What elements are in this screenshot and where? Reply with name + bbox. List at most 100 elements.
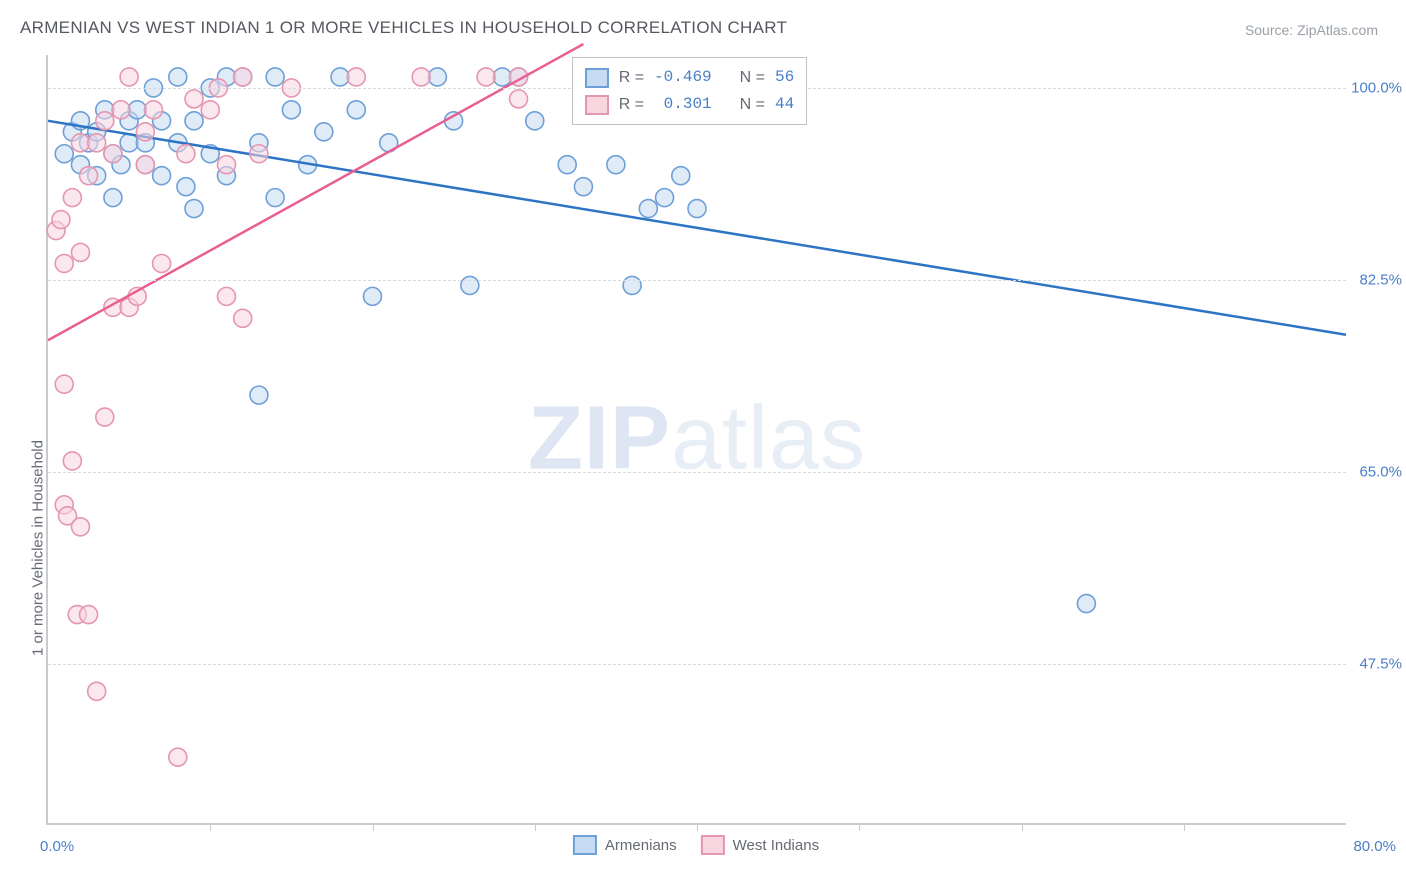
scatter-point	[282, 101, 300, 119]
scatter-point	[493, 68, 511, 86]
swatch-a	[585, 68, 609, 88]
scatter-point	[80, 606, 98, 624]
scatter-point	[104, 145, 122, 163]
scatter-point	[55, 254, 73, 272]
scatter-point	[574, 178, 592, 196]
x-tick	[210, 823, 211, 831]
scatter-point	[672, 167, 690, 185]
scatter-point	[63, 452, 81, 470]
scatter-point	[153, 254, 171, 272]
legend-label-b: West Indians	[733, 837, 819, 854]
x-tick	[859, 823, 860, 831]
scatter-point	[55, 375, 73, 393]
chart-area: ZIPatlas 1 or more Vehicles in Household…	[46, 55, 1346, 825]
scatter-point	[656, 189, 674, 207]
scatter-point	[234, 68, 252, 86]
r-val-a: -0.469	[654, 64, 712, 91]
scatter-point	[315, 123, 333, 141]
scatter-point	[185, 200, 203, 218]
scatter-point	[177, 145, 195, 163]
correlation-legend: R = -0.469 N = 56 R = 0.301 N = 44	[572, 57, 808, 125]
scatter-point	[71, 518, 89, 536]
scatter-point	[71, 134, 89, 152]
n-label: N =	[740, 64, 765, 91]
scatter-point	[96, 112, 114, 130]
scatter-point	[63, 189, 81, 207]
r-val-b: 0.301	[654, 91, 712, 118]
x-tick	[697, 823, 698, 831]
bottom-legend: Armenians West Indians	[573, 835, 819, 855]
scatter-point	[177, 178, 195, 196]
swatch-b	[585, 95, 609, 115]
scatter-point	[71, 243, 89, 261]
scatter-point	[412, 68, 430, 86]
y-axis-title: 1 or more Vehicles in Household	[30, 440, 47, 656]
scatter-point	[688, 200, 706, 218]
scatter-point	[185, 90, 203, 108]
chart-title: ARMENIAN VS WEST INDIAN 1 OR MORE VEHICL…	[20, 18, 787, 38]
x-tick	[535, 823, 536, 831]
scatter-point	[607, 156, 625, 174]
scatter-point	[250, 145, 268, 163]
plot-frame: ZIPatlas	[46, 55, 1346, 825]
regression-line	[48, 121, 1346, 335]
scatter-point	[266, 68, 284, 86]
x-tick	[1022, 823, 1023, 831]
r-label: R =	[619, 64, 644, 91]
scatter-point	[347, 68, 365, 86]
x-end-label: 80.0%	[1353, 838, 1396, 855]
y-tick-label: 65.0%	[1359, 463, 1402, 480]
scatter-point	[96, 408, 114, 426]
scatter-point	[510, 90, 528, 108]
scatter-point	[428, 68, 446, 86]
n-label: N =	[740, 91, 765, 118]
scatter-point	[169, 748, 187, 766]
r-label: R =	[619, 91, 644, 118]
scatter-point	[55, 145, 73, 163]
scatter-point	[185, 112, 203, 130]
scatter-point	[477, 68, 495, 86]
scatter-point	[136, 123, 154, 141]
scatter-point	[526, 112, 544, 130]
x-tick	[1184, 823, 1185, 831]
scatter-point	[52, 211, 70, 229]
scatter-point	[169, 68, 187, 86]
scatter-point	[128, 101, 146, 119]
y-tick-label: 47.5%	[1359, 655, 1402, 672]
x-tick	[373, 823, 374, 831]
scatter-point	[201, 101, 219, 119]
y-tick-label: 100.0%	[1351, 79, 1402, 96]
plot-svg	[48, 55, 1346, 823]
scatter-point	[112, 101, 130, 119]
legend-swatch-a	[573, 835, 597, 855]
scatter-point	[639, 200, 657, 218]
scatter-point	[217, 287, 235, 305]
legend-label-a: Armenians	[605, 837, 677, 854]
grid-line	[48, 664, 1346, 665]
corr-row-a: R = -0.469 N = 56	[585, 64, 795, 91]
y-tick-label: 82.5%	[1359, 271, 1402, 288]
scatter-point	[88, 682, 106, 700]
scatter-point	[364, 287, 382, 305]
grid-line	[48, 280, 1346, 281]
scatter-point	[266, 189, 284, 207]
corr-row-b: R = 0.301 N = 44	[585, 91, 795, 118]
scatter-point	[331, 68, 349, 86]
source-label: Source: ZipAtlas.com	[1245, 22, 1378, 38]
scatter-point	[347, 101, 365, 119]
legend-item-a: Armenians	[573, 835, 677, 855]
scatter-point	[153, 167, 171, 185]
legend-swatch-b	[701, 835, 725, 855]
scatter-point	[120, 68, 138, 86]
scatter-point	[80, 167, 98, 185]
scatter-point	[234, 309, 252, 327]
scatter-point	[144, 101, 162, 119]
scatter-point	[217, 156, 235, 174]
n-val-a: 56	[775, 64, 794, 91]
legend-item-b: West Indians	[701, 835, 819, 855]
scatter-point	[1077, 595, 1095, 613]
scatter-point	[136, 156, 154, 174]
scatter-point	[88, 134, 106, 152]
grid-line	[48, 472, 1346, 473]
scatter-point	[558, 156, 576, 174]
